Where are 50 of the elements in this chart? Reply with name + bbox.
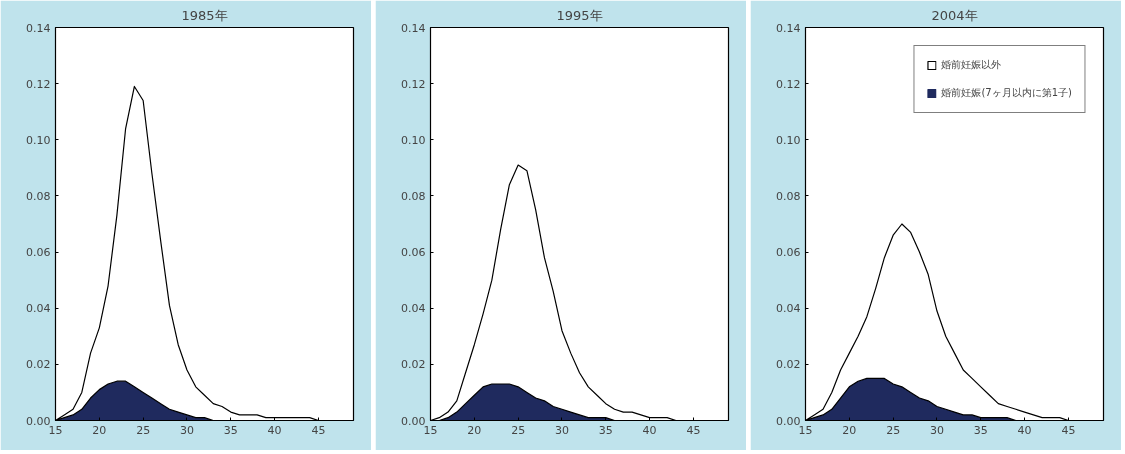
x-tick-label: 40 <box>1017 423 1032 437</box>
y-tick-label: 0.04 <box>776 302 801 316</box>
legend-label: 婚前妊娠以外 <box>941 58 1002 72</box>
x-tick-label: 35 <box>598 423 613 437</box>
y-tick-label: 0.00 <box>26 414 51 428</box>
x-tick-label: 45 <box>1061 423 1076 437</box>
y-tick-label: 0.08 <box>26 189 51 203</box>
x-tick-label: 35 <box>223 423 238 437</box>
x-tick-label: 25 <box>886 423 901 437</box>
y-tick-label: 0.04 <box>26 302 51 316</box>
y-tick-label: 0.06 <box>776 246 801 260</box>
x-tick-label: 40 <box>642 423 657 437</box>
x-tick-label: 15 <box>423 423 438 437</box>
y-tick-label: 0.02 <box>26 358 51 372</box>
y-tick-label: 0.12 <box>26 77 51 91</box>
legend-label: 婚前妊娠(7ヶ月以内に第1子) <box>941 86 1072 100</box>
y-tick-label: 0.08 <box>776 189 801 203</box>
x-tick-label: 45 <box>311 423 326 437</box>
y-tick-label: 0.06 <box>26 246 51 260</box>
y-tick-label: 0.14 <box>401 21 426 35</box>
x-tick-label: 30 <box>179 423 194 437</box>
y-tick-label: 0.08 <box>401 189 426 203</box>
y-tick-label: 0.10 <box>776 133 801 147</box>
y-tick-label: 0.10 <box>401 133 426 147</box>
y-tick-label: 0.06 <box>401 246 426 260</box>
y-tick-label: 0.14 <box>776 21 801 35</box>
x-tick-label: 25 <box>136 423 151 437</box>
chart-title: 1985年 <box>181 7 228 23</box>
x-tick-label: 45 <box>686 423 701 437</box>
x-tick-label: 20 <box>467 423 482 437</box>
x-tick-label: 20 <box>842 423 857 437</box>
x-tick-label: 15 <box>798 423 813 437</box>
y-tick-label: 0.14 <box>26 21 51 35</box>
y-tick-label: 0.02 <box>776 358 801 372</box>
y-tick-label: 0.00 <box>776 414 801 428</box>
x-tick-label: 35 <box>973 423 988 437</box>
x-tick-label: 15 <box>48 423 63 437</box>
x-tick-label: 30 <box>554 423 569 437</box>
y-tick-label: 0.10 <box>26 133 51 147</box>
y-tick-label: 0.02 <box>401 358 426 372</box>
x-tick-label: 40 <box>267 423 282 437</box>
y-tick-label: 0.12 <box>776 77 801 91</box>
x-tick-label: 25 <box>511 423 526 437</box>
y-tick-label: 0.04 <box>401 302 426 316</box>
chart-title: 2004年 <box>931 7 978 23</box>
x-tick-label: 20 <box>92 423 107 437</box>
x-tick-label: 30 <box>929 423 944 437</box>
y-tick-label: 0.12 <box>401 77 426 91</box>
chart-title: 1995年 <box>556 7 603 23</box>
y-tick-label: 0.00 <box>401 414 426 428</box>
